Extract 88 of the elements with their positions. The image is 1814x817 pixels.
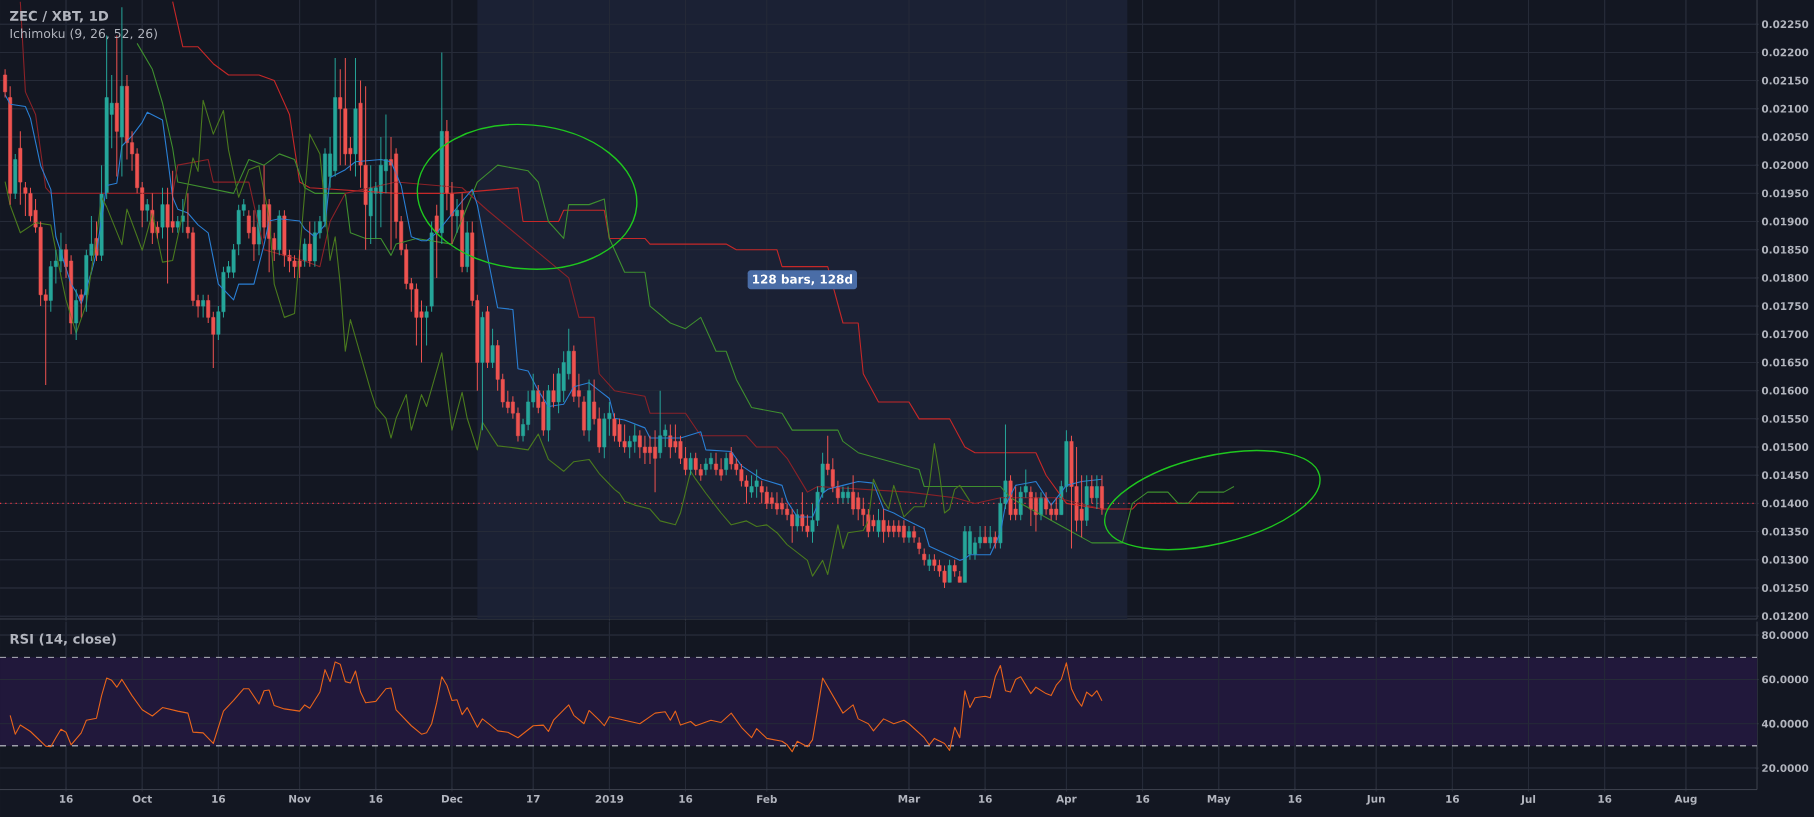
candlestick — [480, 311, 485, 431]
x-tick-label: Apr — [1056, 794, 1077, 805]
line-series — [172, 1, 1235, 510]
candlestick — [947, 559, 952, 583]
candlestick — [1084, 474, 1089, 527]
y-tick-label: 0.02250 — [1761, 20, 1809, 29]
x-tick-label: 16 — [59, 794, 73, 803]
candlestick — [465, 221, 470, 273]
candlestick — [272, 232, 277, 262]
candlestick — [145, 198, 150, 223]
candlestick — [277, 209, 282, 256]
x-tick-label: 16 — [1288, 794, 1302, 803]
candlestick — [74, 288, 79, 341]
x-tick-label: May — [1207, 794, 1231, 805]
candlestick — [952, 559, 957, 578]
x-tick-label: Jun — [1366, 794, 1385, 805]
candlestick — [439, 51, 444, 245]
y-tick-label: 0.01750 — [1761, 302, 1809, 311]
y-tick-label: 0.01700 — [1761, 330, 1809, 339]
candlestick — [424, 305, 429, 347]
x-tick-label: 16 — [1446, 794, 1460, 803]
candlestick — [922, 548, 927, 566]
x-tick-label: Oct — [132, 794, 152, 803]
y-tick-label: 0.02050 — [1761, 133, 1809, 141]
y-tick-label: 0.01400 — [1761, 499, 1809, 508]
x-tick-label: 16 — [212, 794, 226, 803]
candlestick — [490, 328, 495, 369]
candlestick — [353, 57, 358, 177]
y-tick-label: 0.02000 — [1761, 161, 1809, 170]
text: ZEC / XBT, 1D — [10, 10, 109, 23]
candlestick — [551, 373, 556, 409]
candlestick — [307, 221, 312, 268]
candlestick — [13, 153, 18, 200]
x-tick-label: Aug — [1674, 794, 1697, 805]
candlestick — [302, 237, 307, 268]
x-tick-label: Jul — [1520, 794, 1536, 805]
candlestick — [546, 384, 551, 442]
candlestick — [175, 215, 180, 234]
line-series — [4, 99, 971, 577]
y-tick-label: 0.02100 — [1761, 104, 1809, 113]
x-tick-label: 16 — [1136, 794, 1150, 803]
candlestick — [18, 130, 23, 206]
y-tick-label: 40.0000 — [1761, 719, 1809, 728]
y-tick-label: 0.01250 — [1761, 584, 1809, 592]
y-tick-label: 0.01350 — [1761, 527, 1809, 536]
x-tick-label: 17 — [527, 794, 540, 803]
candlestick — [795, 508, 800, 533]
x-tick-label: Dec — [441, 794, 463, 803]
x-tick-label: 16 — [369, 794, 383, 803]
candlestick — [993, 531, 998, 550]
y-tick-label: 0.01800 — [1761, 273, 1809, 282]
candlestick — [434, 204, 439, 279]
candlestick — [983, 525, 988, 544]
candlestick — [988, 525, 993, 550]
candlestick — [957, 570, 962, 583]
y-tick-label: 0.01300 — [1761, 555, 1809, 564]
candlestick — [1089, 474, 1094, 504]
y-tick-label: 0.01550 — [1761, 414, 1809, 423]
candlestick — [485, 305, 490, 369]
candlestick — [429, 221, 434, 313]
y-tick-label: 0.01200 — [1761, 612, 1809, 621]
x-tick-label: 16 — [1598, 794, 1612, 803]
candlestick — [927, 553, 932, 572]
y-tick-label: 0.02150 — [1761, 76, 1809, 85]
x-tick-label: Mar — [898, 794, 921, 803]
y-tick-label: 20.0000 — [1762, 764, 1809, 773]
y-tick-label: 0.01950 — [1761, 189, 1809, 198]
x-tick-label: 16 — [979, 794, 992, 803]
candlestick — [282, 209, 287, 268]
y-tick-label: 0.01650 — [1761, 358, 1809, 367]
band-label: 128 bars, 128d — [753, 274, 853, 286]
x-tick-label: 2019 — [595, 794, 624, 803]
candlestick — [688, 452, 693, 476]
x-tick-label: 16 — [679, 794, 693, 803]
y-tick-label: 0.01450 — [1761, 471, 1809, 480]
y-tick-label: 0.01900 — [1761, 217, 1809, 226]
y-tick-label: 80.0000 — [1762, 631, 1809, 640]
x-tick-label: Nov — [289, 794, 311, 803]
y-tick-label: 0.01600 — [1761, 386, 1809, 395]
candlestick — [180, 198, 185, 234]
candlestick — [876, 508, 881, 538]
text: RSI (14, close) — [10, 633, 116, 646]
candlestick — [160, 187, 165, 239]
x-tick-label: Feb — [757, 794, 777, 804]
y-tick-label: 0.02200 — [1761, 48, 1809, 57]
y-tick-label: 60.0000 — [1762, 675, 1809, 684]
y-tick-label: 0.01850 — [1761, 245, 1809, 254]
y-tick-label: 0.01500 — [1761, 443, 1809, 451]
